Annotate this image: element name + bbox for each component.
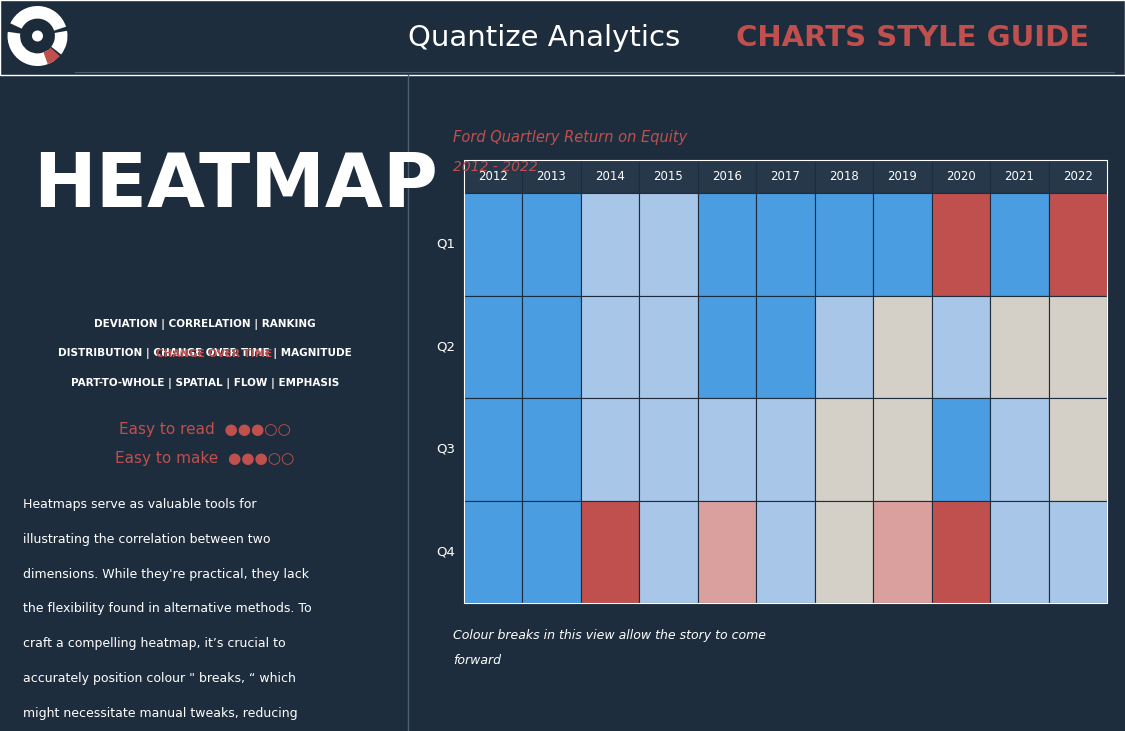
Text: 2019: 2019 bbox=[888, 170, 917, 183]
Text: Q3: Q3 bbox=[436, 443, 456, 456]
Bar bbox=[932, 501, 990, 603]
Text: Heatmaps serve as valuable tools for: Heatmaps serve as valuable tools for bbox=[22, 498, 256, 511]
Bar bbox=[873, 501, 931, 603]
Bar bbox=[1048, 501, 1107, 603]
Bar bbox=[1048, 160, 1107, 193]
Text: Colour breaks in this view allow the story to come: Colour breaks in this view allow the sto… bbox=[453, 629, 766, 643]
Text: 2013: 2013 bbox=[537, 170, 566, 183]
Wedge shape bbox=[8, 32, 55, 66]
Text: 2020: 2020 bbox=[946, 170, 975, 183]
Text: accurately position colour " breaks, “ which: accurately position colour " breaks, “ w… bbox=[22, 672, 296, 685]
Wedge shape bbox=[10, 6, 66, 31]
Bar bbox=[814, 398, 873, 501]
Bar bbox=[814, 295, 873, 398]
Bar bbox=[990, 398, 1048, 501]
Bar bbox=[756, 295, 814, 398]
Text: 2022: 2022 bbox=[1063, 170, 1092, 183]
Bar bbox=[932, 193, 990, 295]
Text: Easy to read  ●●●○○: Easy to read ●●●○○ bbox=[119, 422, 291, 436]
Bar bbox=[1048, 193, 1107, 295]
Bar bbox=[756, 160, 814, 193]
Wedge shape bbox=[44, 48, 60, 64]
Text: 2017: 2017 bbox=[771, 170, 800, 183]
Text: the flexibility found in alternative methods. To: the flexibility found in alternative met… bbox=[22, 602, 312, 616]
Text: DEVIATION | CORRELATION | RANKING: DEVIATION | CORRELATION | RANKING bbox=[94, 319, 316, 330]
Text: 2012 - 2022: 2012 - 2022 bbox=[453, 160, 538, 174]
Wedge shape bbox=[52, 31, 68, 55]
Text: 2015: 2015 bbox=[654, 170, 683, 183]
Bar bbox=[873, 193, 931, 295]
Text: 2021: 2021 bbox=[1005, 170, 1034, 183]
Text: PART-TO-WHOLE | SPATIAL | FLOW | EMPHASIS: PART-TO-WHOLE | SPATIAL | FLOW | EMPHASI… bbox=[71, 378, 339, 389]
Bar bbox=[990, 193, 1048, 295]
Text: Q2: Q2 bbox=[436, 341, 456, 353]
Text: Q4: Q4 bbox=[436, 545, 456, 558]
Bar bbox=[698, 160, 756, 193]
Text: Ford Quartlery Return on Equity: Ford Quartlery Return on Equity bbox=[453, 130, 687, 145]
Bar bbox=[873, 398, 931, 501]
Bar bbox=[1048, 295, 1107, 398]
Bar bbox=[873, 295, 931, 398]
Bar bbox=[990, 295, 1048, 398]
Circle shape bbox=[33, 31, 43, 41]
Bar bbox=[522, 501, 580, 603]
Bar bbox=[522, 295, 580, 398]
Bar bbox=[990, 160, 1048, 193]
Bar bbox=[814, 501, 873, 603]
Circle shape bbox=[8, 6, 68, 66]
Bar bbox=[873, 160, 931, 193]
Bar bbox=[698, 398, 756, 501]
Bar bbox=[698, 501, 756, 603]
Bar bbox=[639, 398, 697, 501]
Bar bbox=[698, 295, 756, 398]
Text: craft a compelling heatmap, it’s crucial to: craft a compelling heatmap, it’s crucial… bbox=[22, 637, 285, 650]
Bar bbox=[522, 160, 580, 193]
Bar bbox=[580, 398, 639, 501]
Bar bbox=[756, 501, 814, 603]
Bar bbox=[464, 193, 522, 295]
Bar bbox=[932, 160, 990, 193]
Text: DISTRIBUTION | CHANGE OVER TIME | MAGNITUDE: DISTRIBUTION | CHANGE OVER TIME | MAGNIT… bbox=[58, 348, 352, 360]
Text: CHANGE OVER TIME: CHANGE OVER TIME bbox=[156, 349, 272, 359]
Bar bbox=[464, 160, 522, 193]
Bar bbox=[580, 193, 639, 295]
Bar bbox=[639, 193, 697, 295]
Text: Quantize Analytics: Quantize Analytics bbox=[408, 23, 690, 51]
Bar bbox=[522, 398, 580, 501]
Text: HEATMAP: HEATMAP bbox=[33, 150, 438, 223]
Text: 2012: 2012 bbox=[478, 170, 507, 183]
Text: dimensions. While they're practical, they lack: dimensions. While they're practical, the… bbox=[22, 568, 308, 580]
Bar bbox=[522, 193, 580, 295]
Bar bbox=[580, 295, 639, 398]
Bar bbox=[580, 160, 639, 193]
Text: Easy to make  ●●●○○: Easy to make ●●●○○ bbox=[116, 451, 295, 466]
Text: 2018: 2018 bbox=[829, 170, 858, 183]
Bar bbox=[464, 295, 522, 398]
Bar bbox=[464, 398, 522, 501]
Text: CHARTS STYLE GUIDE: CHARTS STYLE GUIDE bbox=[736, 23, 1089, 51]
Bar bbox=[639, 501, 697, 603]
Bar bbox=[464, 160, 1107, 603]
Bar bbox=[580, 501, 639, 603]
Bar bbox=[990, 501, 1048, 603]
Text: 2016: 2016 bbox=[712, 170, 741, 183]
Bar bbox=[1048, 398, 1107, 501]
Bar bbox=[756, 398, 814, 501]
Text: 2014: 2014 bbox=[595, 170, 624, 183]
Bar bbox=[464, 501, 522, 603]
Text: Q1: Q1 bbox=[436, 238, 456, 251]
Bar bbox=[698, 193, 756, 295]
Bar bbox=[814, 193, 873, 295]
Bar bbox=[639, 160, 697, 193]
Bar bbox=[932, 398, 990, 501]
Bar bbox=[814, 160, 873, 193]
Text: might necessitate manual tweaks, reducing: might necessitate manual tweaks, reducin… bbox=[22, 707, 297, 720]
Bar bbox=[639, 295, 697, 398]
Bar bbox=[932, 295, 990, 398]
Bar bbox=[756, 193, 814, 295]
Text: forward: forward bbox=[453, 654, 501, 667]
Text: illustrating the correlation between two: illustrating the correlation between two bbox=[22, 533, 270, 546]
